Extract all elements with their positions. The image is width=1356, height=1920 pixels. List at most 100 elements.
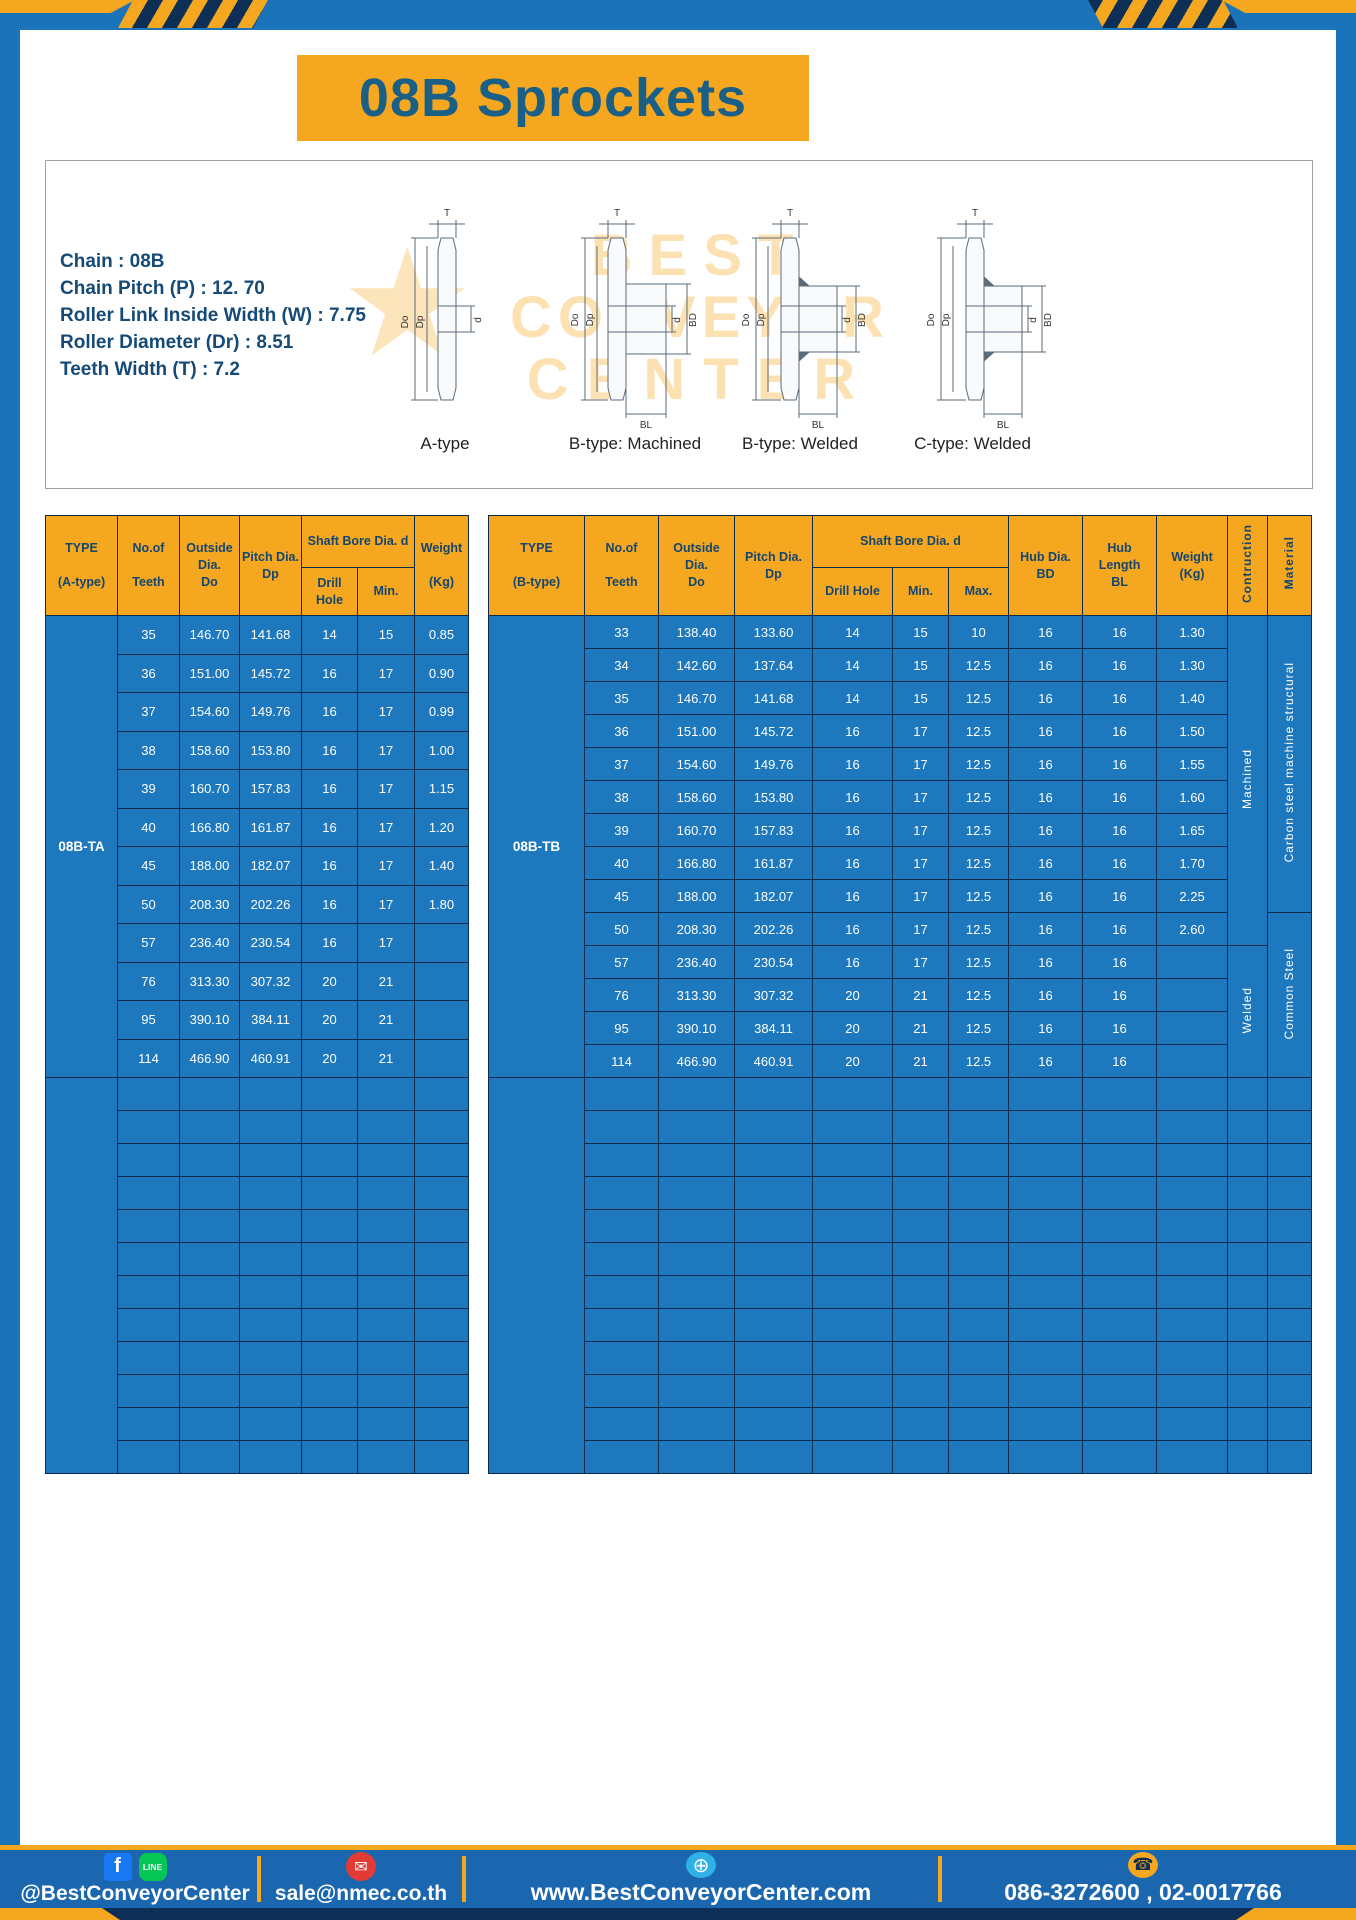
table-cell: 33 (584, 615, 659, 649)
table-cell (179, 1341, 240, 1375)
table-row: 45 188.00 182.07 16 17 12.5 16 16 2.25 (489, 879, 1312, 913)
table-cell: 14 (812, 615, 893, 649)
table-cell (357, 1374, 415, 1408)
table-cell (239, 1110, 302, 1144)
table-cell (179, 1308, 240, 1342)
table-cell: 17 (357, 692, 415, 732)
table-cell: 182.07 (239, 846, 302, 886)
table-cell: 2.25 (1156, 879, 1229, 913)
table-cell (179, 1143, 240, 1177)
table-cell: 16 (1008, 615, 1084, 649)
table-cell (812, 1341, 893, 1375)
table-cell: 16 (1008, 978, 1084, 1012)
table-cell: 45 (117, 846, 180, 886)
table-cell (414, 1209, 469, 1243)
table-row: 50 208.30 202.26 16 17 1.80 (46, 884, 469, 924)
table-cell: 21 (357, 961, 415, 1001)
type-cell: 08B-TB (488, 615, 585, 1078)
table-cell (239, 1440, 302, 1474)
table-cell (117, 1176, 180, 1210)
table-cell: 16 (812, 780, 893, 814)
table-cell: 34 (584, 648, 659, 682)
globe-icon: ⊕ (686, 1852, 716, 1878)
email-address: sale@nmec.co.th (274, 1882, 448, 1905)
table-cell: 14 (301, 615, 358, 655)
table-cell: 15 (892, 648, 949, 682)
spec-line: Chain Pitch (P) : 12. 70 (60, 278, 265, 299)
table-cell: 16 (812, 879, 893, 913)
table-cell: 313.30 (658, 978, 735, 1012)
table-cell (414, 1110, 469, 1144)
table-cell (658, 1308, 735, 1342)
footer-social-section: f LINE @BestConveyorCenter (15, 1852, 255, 1906)
table-cell (239, 1176, 302, 1210)
table-cell (1008, 1242, 1084, 1276)
table-cell: 39 (117, 769, 180, 809)
table-cell (1227, 1341, 1269, 1375)
bottom-left-yellow-accent (0, 1908, 120, 1920)
table-cell: 16 (812, 813, 893, 847)
table-cell: 157.83 (239, 769, 302, 809)
table-cell: 21 (357, 1000, 415, 1040)
table-cell (414, 1308, 469, 1342)
table-cell: 151.00 (179, 653, 240, 693)
spec-line: Roller Link Inside Width (W) : 7.75 (60, 305, 366, 326)
empty-table-row (46, 1407, 469, 1441)
table-cell: 16 (301, 884, 358, 924)
table-cell: 1.40 (414, 846, 469, 886)
table-cell: 384.11 (734, 1011, 813, 1045)
table-cell (301, 1341, 358, 1375)
table-cell: 153.80 (239, 730, 302, 770)
table-cell (414, 1440, 469, 1474)
table-cell (947, 1209, 1010, 1243)
table-cell: 141.68 (239, 615, 302, 655)
footer-email-section: ✉ sale@nmec.co.th (262, 1852, 460, 1906)
table-cell (357, 1308, 415, 1342)
table-cell: 390.10 (658, 1011, 735, 1045)
table-row: 36 151.00 145.72 16 17 0.90 (46, 653, 469, 693)
table-cell (1267, 1440, 1313, 1474)
table-cell: 12.5 (947, 846, 1010, 880)
table-cell (892, 1242, 949, 1276)
table-cell (812, 1077, 893, 1111)
table-cell (734, 1440, 813, 1474)
table-cell (1267, 1077, 1313, 1111)
table-row: 50 208.30 202.26 16 17 12.5 16 16 2.60 Common Ste… (489, 912, 1313, 1078)
table-cell (1267, 1176, 1313, 1210)
col-header-outside-dia: Outside Dia. Do (179, 515, 240, 616)
table-cell (947, 1374, 1010, 1408)
col-header-drill-hole: Drill Hole (812, 567, 893, 616)
table-cell (892, 1143, 949, 1177)
table-cell (1227, 1308, 1269, 1342)
table-row: 114 466.90 460.91 20 21 12.5 16 16 (489, 1044, 1312, 1078)
table-cell: 202.26 (239, 884, 302, 924)
construction-header-label: Contruction (1240, 523, 1255, 603)
table-cell: 16 (1082, 714, 1158, 748)
table-cell: 114 (117, 1038, 180, 1078)
table-cell: 1.40 (1156, 681, 1229, 715)
table-cell (947, 1242, 1010, 1276)
table-cell (734, 1341, 813, 1375)
table-cell: 141.68 (734, 681, 813, 715)
table-cell (414, 1275, 469, 1309)
table-cell (1008, 1440, 1084, 1474)
table-cell: 154.60 (658, 747, 735, 781)
table-cell: 16 (1008, 714, 1084, 748)
table-cell (1156, 978, 1229, 1012)
table-cell: 146.70 (658, 681, 735, 715)
table-cell (734, 1077, 813, 1111)
col-header-construction: Contruction (1227, 515, 1269, 616)
dim-label-t: T (787, 208, 793, 219)
table-cell: 307.32 (734, 978, 813, 1012)
empty-table-row (46, 1242, 469, 1276)
construction-cell: Welded (1227, 945, 1269, 1078)
table-cell (1156, 1440, 1229, 1474)
dim-label-do: Do (570, 313, 581, 326)
chain-specs: Chain : 08B Chain Pitch (P) : 12. 70 Rol… (60, 252, 366, 387)
table-row: 38 158.60 153.80 16 17 1.00 (46, 730, 469, 770)
table-cell (357, 1176, 415, 1210)
table-cell: 12.5 (947, 945, 1010, 979)
dim-label-dp: Dp (585, 313, 596, 326)
table-cell: 16 (1008, 846, 1084, 880)
phone-icon: ☎ (1128, 1852, 1158, 1878)
